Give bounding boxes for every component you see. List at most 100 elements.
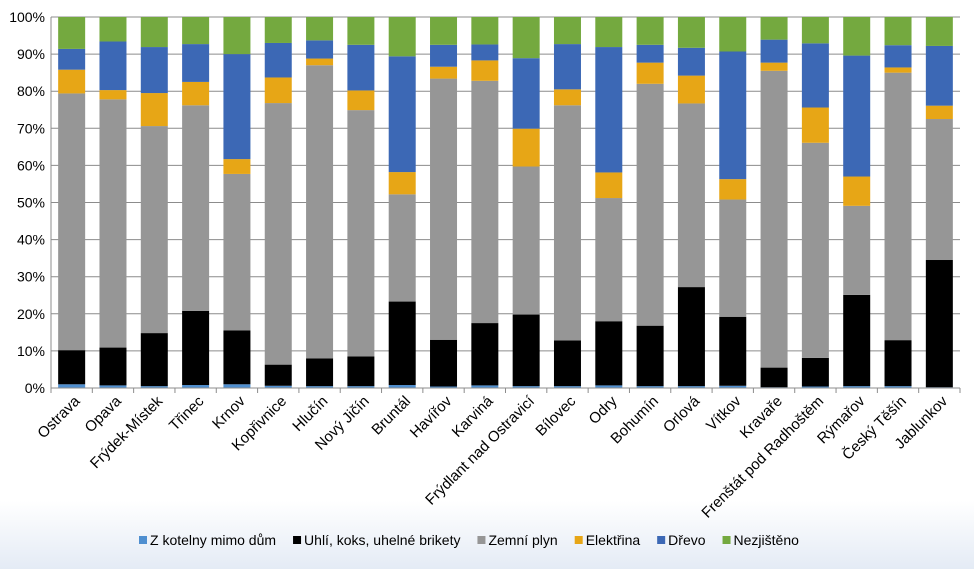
bar-segment [58, 384, 86, 388]
bar-segment [306, 386, 334, 388]
bar-segment [677, 47, 705, 76]
legend-item: Z kotelny mimo dům [139, 532, 276, 548]
bar-segment [430, 339, 458, 387]
bar-segment [677, 287, 705, 387]
bar-segment [182, 105, 210, 311]
bar-stack [58, 17, 86, 388]
bar-segment [801, 142, 829, 358]
bar-segment [843, 386, 871, 388]
bar-segment [140, 17, 168, 48]
bar-segment [595, 17, 623, 48]
bar-segment [884, 72, 912, 341]
bar-segment [801, 107, 829, 143]
y-tick-label: 40% [17, 232, 45, 248]
bar-segment [471, 80, 499, 324]
bar-stack [99, 17, 127, 388]
bar-segment [884, 45, 912, 68]
bar-segment [140, 126, 168, 334]
bar-segment [99, 347, 127, 386]
bar-segment [58, 93, 86, 351]
bar-segment [430, 44, 458, 67]
x-tick-label: Bruntál [368, 393, 414, 439]
bar-segment [553, 340, 581, 387]
bar-segment [719, 179, 747, 200]
y-tick-label: 50% [17, 195, 45, 211]
bar-stack [595, 17, 623, 388]
bar-segment [182, 385, 210, 388]
legend-label: Uhlí, koks, uhelné brikety [304, 532, 460, 548]
bar-segment [140, 93, 168, 127]
bar-stack [471, 17, 499, 388]
bar-segment [553, 44, 581, 90]
bar-stack [347, 17, 375, 388]
y-tick-label: 60% [17, 157, 45, 173]
bar-segment [388, 194, 416, 302]
bar-segment [264, 364, 292, 386]
bar-stack [719, 17, 747, 388]
legend-swatch [657, 536, 666, 544]
x-tick-label: Ostrava [34, 392, 84, 442]
bar-segment [223, 54, 251, 160]
legend-swatch [574, 536, 583, 544]
bar-stack [306, 17, 334, 388]
bar-segment [595, 198, 623, 322]
bar-segment [636, 386, 664, 388]
bar-segment [430, 386, 458, 388]
bar-segment [553, 17, 581, 45]
bar-segment [636, 325, 664, 387]
bar-segment [99, 41, 127, 91]
bar-segment [58, 69, 86, 94]
bar-segment [719, 199, 747, 317]
y-tick-label: 70% [17, 120, 45, 136]
bar-stack [636, 17, 664, 388]
bar-segment [925, 45, 953, 106]
bar-segment [347, 356, 375, 387]
bar-segment [636, 44, 664, 63]
bar-segment [182, 310, 210, 386]
bar-segment [182, 17, 210, 45]
bar-segment [306, 40, 334, 59]
bar-segment [471, 60, 499, 81]
bar-segment [347, 386, 375, 388]
bar-segment [512, 17, 540, 59]
bar-segment [388, 385, 416, 388]
bar-stack [512, 17, 540, 388]
bar-segment [843, 55, 871, 177]
bar-segment [553, 105, 581, 341]
legend-label: Elektřina [586, 532, 641, 548]
bar-segment [925, 119, 953, 261]
y-tick-label: 10% [17, 343, 45, 359]
bar-segment [388, 172, 416, 195]
bar-segment [99, 90, 127, 100]
bar-stack [140, 17, 168, 388]
bar-segment [264, 77, 292, 104]
bar-segment [58, 350, 86, 385]
bar-segment [925, 17, 953, 46]
bar-segment [801, 386, 829, 388]
bar-segment [801, 357, 829, 387]
x-tick-label: Třinec [166, 392, 208, 434]
bar-stack [264, 17, 292, 388]
bar-segment [388, 56, 416, 173]
legend-swatch [477, 536, 486, 544]
bar-segment [719, 51, 747, 180]
bar-segment [636, 62, 664, 84]
y-tick-label: 0% [25, 380, 45, 396]
bar-segment [512, 128, 540, 167]
legend-swatch [722, 536, 731, 544]
bar-segment [595, 321, 623, 386]
bar-segment [884, 67, 912, 73]
bar-segment [306, 65, 334, 359]
bar-segment [719, 316, 747, 386]
bar-segment [347, 17, 375, 45]
x-tick-label: Frýdek-Místek [87, 392, 167, 472]
y-tick-label: 100% [9, 9, 45, 25]
bar-segment [719, 385, 747, 388]
y-tick-label: 80% [17, 83, 45, 99]
legend-item: Dřevo [657, 532, 706, 548]
legend-label: Zemní plyn [488, 532, 557, 548]
bar-stack [801, 17, 829, 388]
bar-segment [347, 90, 375, 111]
